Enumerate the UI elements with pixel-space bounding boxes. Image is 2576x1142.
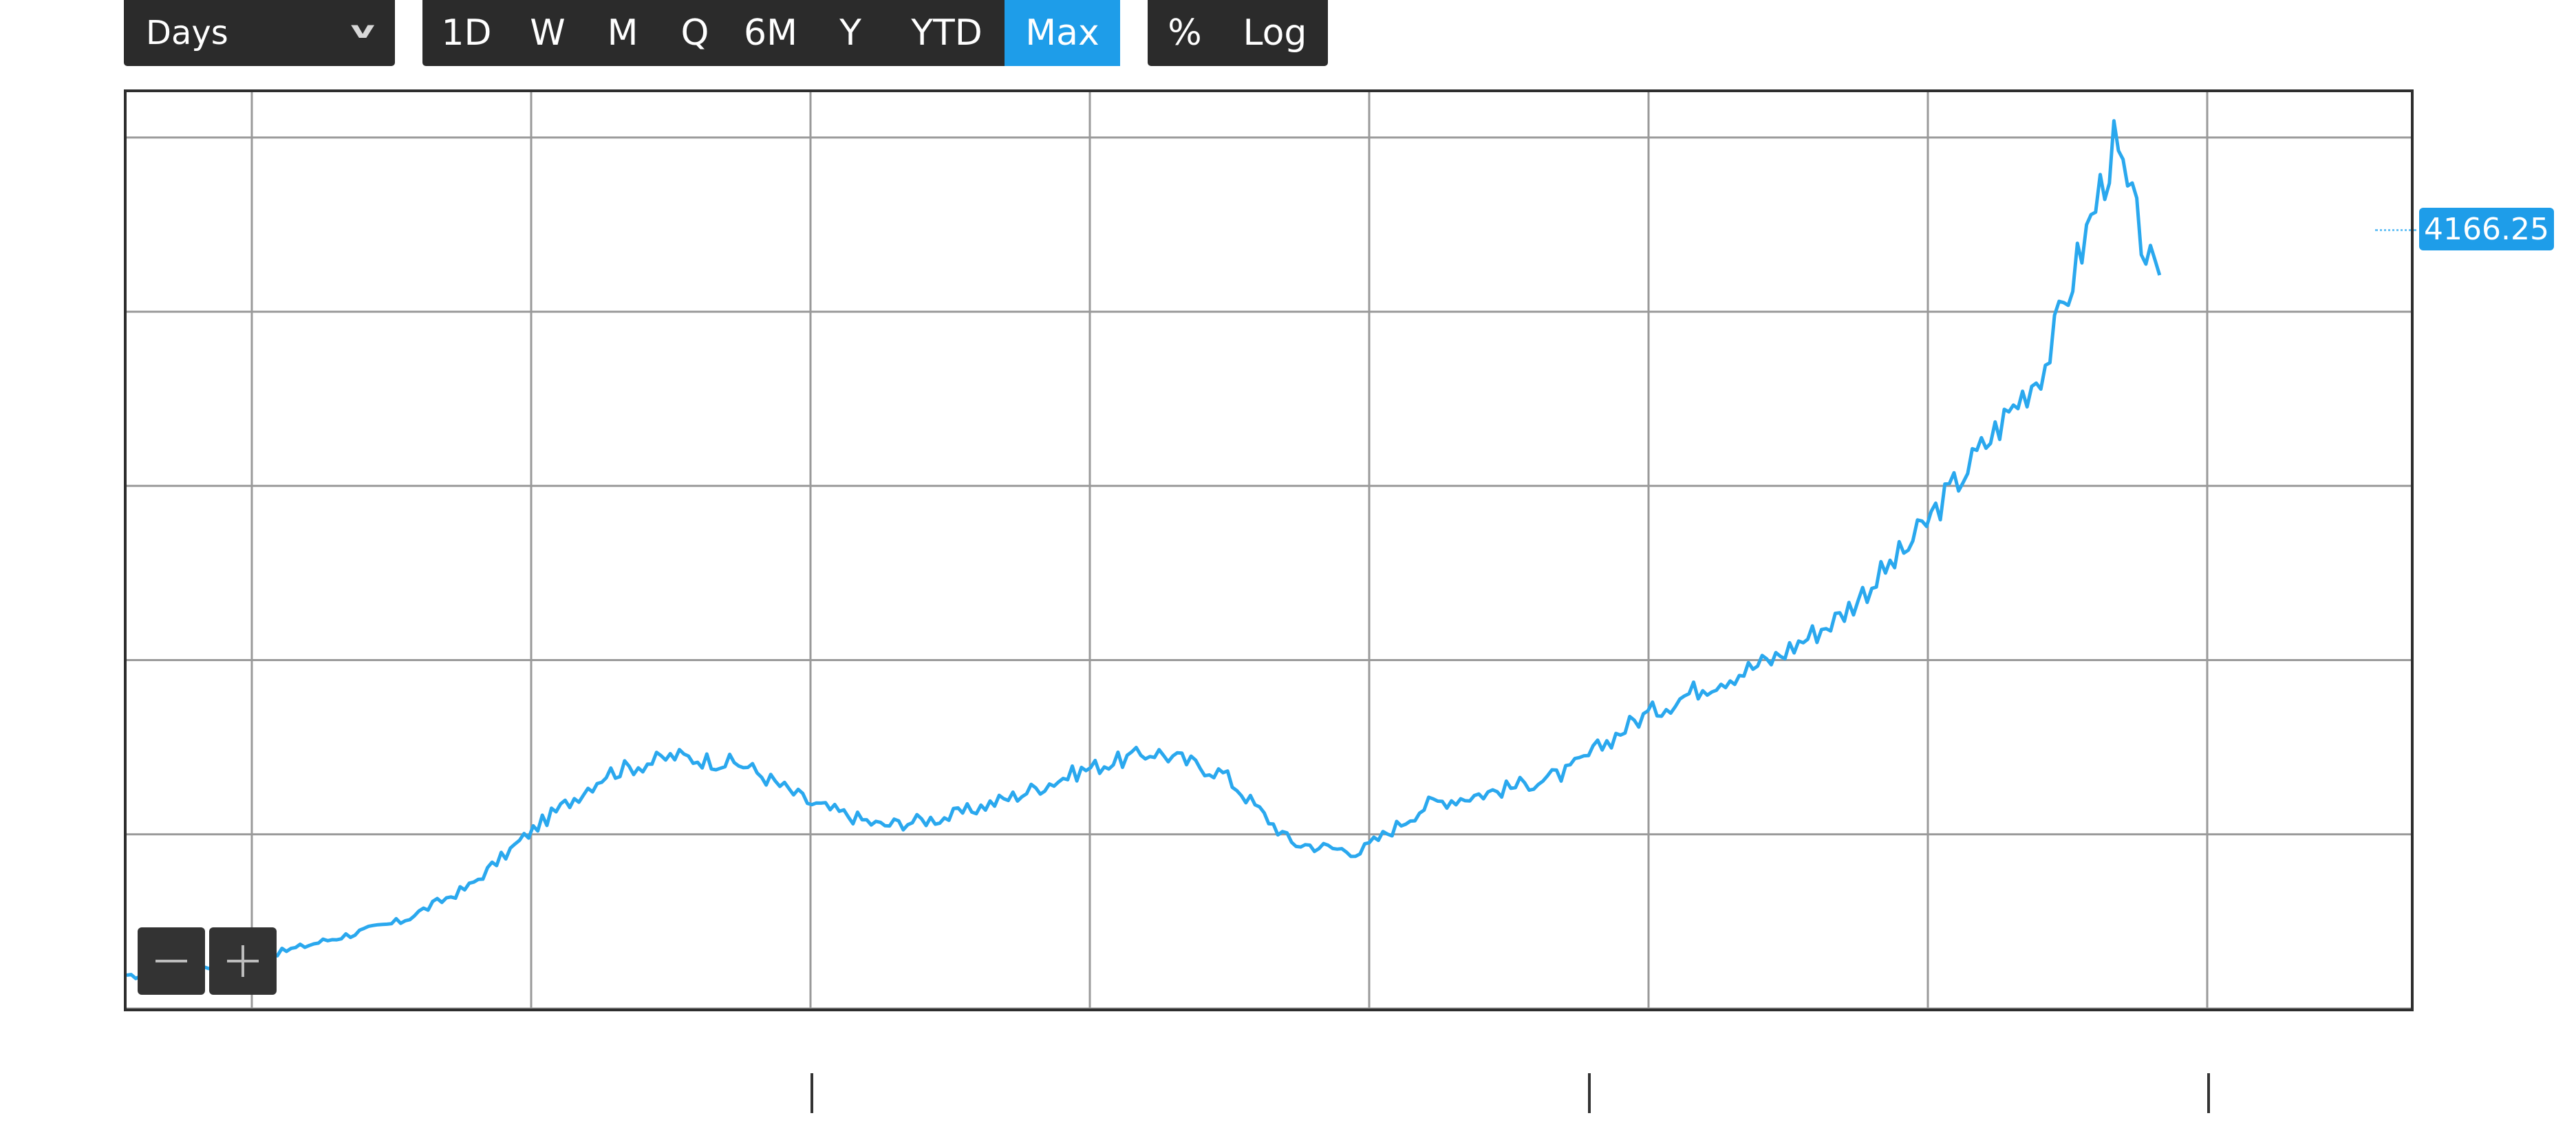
log-scale-button[interactable]: Log [1243,12,1307,54]
chart-plot-area[interactable] [124,89,2414,1011]
plus-icon [227,945,259,977]
line-chart [127,92,2411,1009]
zoom-in-button[interactable] [209,927,277,995]
x-axis-tick [2207,1073,2210,1113]
range-6m-button[interactable]: 6M [744,12,797,54]
zoom-out-button[interactable] [138,927,205,995]
interval-dropdown[interactable]: Days v [124,0,395,66]
last-price-leader [2375,229,2416,231]
range-w-button[interactable]: W [530,12,566,54]
range-1d-button[interactable]: 1D [441,12,492,54]
range-y-button[interactable]: Y [839,12,861,54]
interval-label: Days [146,14,228,52]
range-max-button[interactable]: Max [1005,0,1120,66]
range-ytd-button[interactable]: YTD [911,12,983,54]
percent-scale-button[interactable]: % [1168,12,1202,54]
range-q-button[interactable]: Q [680,12,709,54]
chevron-down-icon: v [350,17,375,44]
x-axis-tick [1588,1073,1591,1113]
scale-button-group: % Log [1148,0,1328,66]
last-price-badge: 4166.25 [2419,208,2554,250]
x-axis-tick [811,1073,813,1113]
range-m-button[interactable]: M [607,12,638,54]
minus-icon [155,960,187,962]
range-button-group: 1D W M Q 6M Y YTD Max [422,0,1120,66]
price-series-line [127,119,2162,980]
